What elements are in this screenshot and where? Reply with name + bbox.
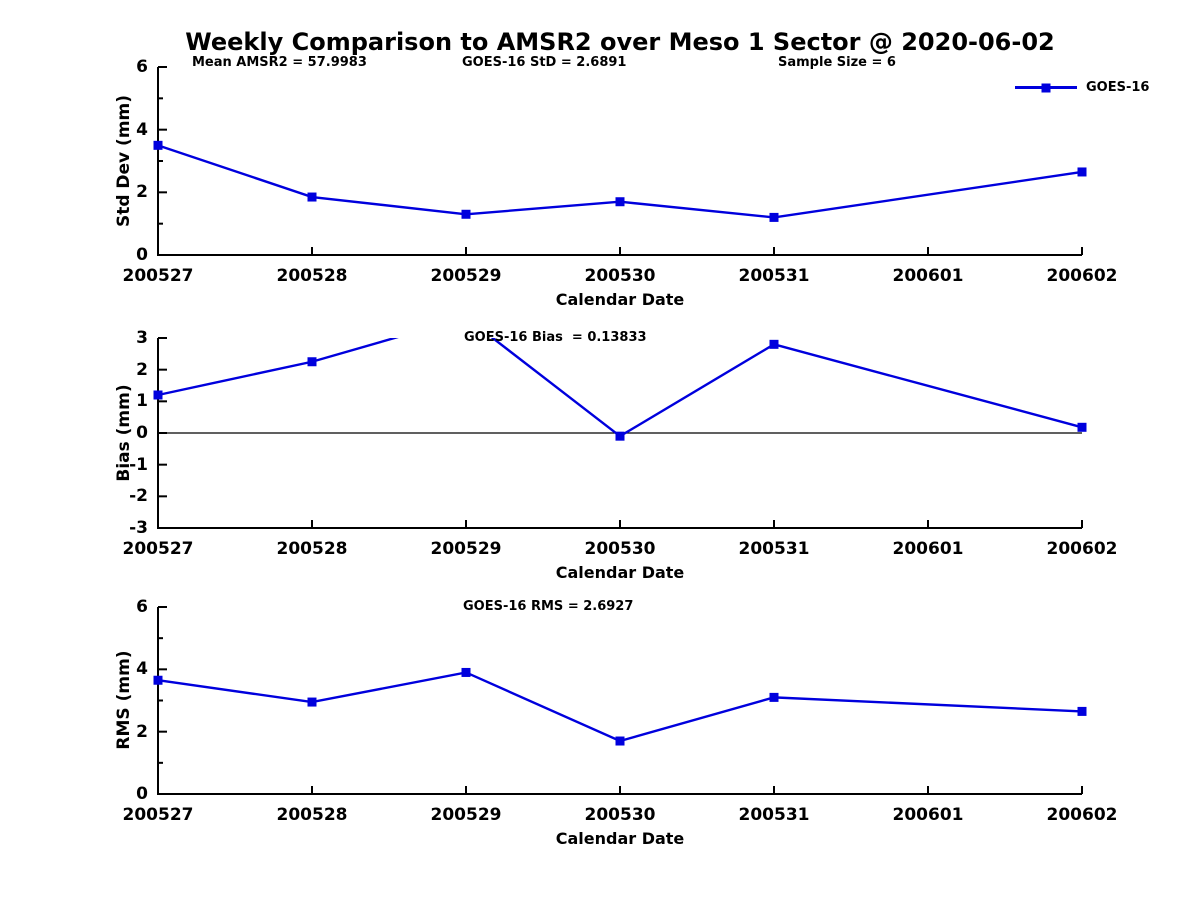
- y-tick-label: 2: [136, 182, 148, 203]
- data-point-marker: [769, 692, 779, 702]
- data-point-marker: [153, 140, 163, 150]
- series-GOES-16: [153, 313, 1087, 441]
- x-tick-label: 200528: [276, 266, 348, 286]
- y-tick-label: 2: [136, 359, 148, 380]
- series-line: [157, 338, 1083, 438]
- x-axis-label-calendar-date-2: Calendar Date: [555, 563, 685, 582]
- x-tick-label: 200529: [430, 805, 502, 825]
- y-tick-label: 2: [136, 721, 148, 742]
- y-tick-label: 0: [136, 423, 148, 443]
- x-tick-label: 200602: [1046, 805, 1118, 825]
- y-tick-label: 4: [136, 659, 148, 680]
- data-point-marker: [461, 209, 471, 219]
- x-tick-label: 200531: [738, 539, 810, 559]
- x-tick-label: 200530: [584, 539, 656, 559]
- y-tick-label: 4: [136, 119, 148, 140]
- annotation-sample-size: Sample Size = 6: [778, 55, 896, 70]
- data-point-marker: [769, 339, 779, 349]
- legend: GOES-16: [1015, 80, 1149, 95]
- y-tick-label: 6: [136, 57, 148, 77]
- x-tick-label: 200601: [892, 266, 964, 286]
- chart-rms: [153, 606, 1087, 795]
- y-tick-label: 3: [136, 328, 148, 348]
- legend-label: GOES-16: [1086, 80, 1150, 95]
- legend-line-sample: [1015, 83, 1077, 92]
- data-point-marker: [615, 736, 625, 746]
- y-tick-label: 0: [136, 784, 148, 804]
- legend-square-marker-icon: [1041, 83, 1051, 92]
- y-tick-label: 1: [136, 391, 148, 412]
- page-title: Weekly Comparison to AMSR2 over Meso 1 S…: [185, 28, 1055, 56]
- annotation-goes16-bias: GOES-16 Bias = 0.13833: [464, 330, 647, 345]
- data-point-marker: [1077, 706, 1087, 716]
- series-line: [157, 144, 1083, 219]
- data-point-marker: [307, 192, 317, 202]
- data-point-marker: [462, 313, 471, 322]
- annotation-goes16-std: GOES-16 StD = 2.6891: [462, 55, 627, 70]
- data-point-marker: [769, 212, 779, 222]
- y-tick-label: -3: [129, 518, 148, 538]
- annotation-mean-amsr2: Mean AMSR2 = 57.9983: [192, 55, 367, 70]
- x-tick-label: 200531: [738, 266, 810, 286]
- x-tick-label: 200527: [122, 805, 194, 825]
- y-tick-label: -1: [129, 454, 148, 475]
- x-tick-label: 200529: [430, 266, 502, 286]
- x-tick-label: 200601: [892, 539, 964, 559]
- x-tick-label: 200528: [276, 539, 348, 559]
- data-point-marker: [307, 697, 317, 707]
- y-tick-label: 6: [136, 597, 148, 617]
- data-point-marker: [615, 431, 625, 441]
- axes-frame: [157, 67, 1082, 256]
- x-axis-label-calendar-date-3: Calendar Date: [555, 829, 685, 848]
- x-tick-label: 200602: [1046, 539, 1118, 559]
- x-tick-label: 200528: [276, 805, 348, 825]
- x-tick-label: 200527: [122, 539, 194, 559]
- data-point-marker: [615, 197, 625, 207]
- y-axis-label-std-dev: Std Dev (mm): [114, 94, 134, 228]
- chart-bias: [153, 313, 1087, 529]
- data-point-marker: [461, 667, 471, 677]
- data-point-marker: [153, 390, 163, 400]
- data-point-marker: [1077, 167, 1087, 177]
- series-line: [157, 671, 1083, 743]
- x-tick-label: 200601: [892, 805, 964, 825]
- x-tick-label: 200530: [584, 266, 656, 286]
- data-point-marker: [153, 675, 163, 685]
- data-point-marker: [1077, 422, 1087, 432]
- annotation-goes16-rms: GOES-16 RMS = 2.6927: [463, 599, 634, 614]
- data-point-marker: [307, 357, 317, 367]
- x-tick-label: 200527: [122, 266, 194, 286]
- chart-std-dev: [153, 66, 1087, 256]
- y-tick-label: -2: [129, 486, 148, 507]
- x-tick-label: 200531: [738, 805, 810, 825]
- y-tick-label: 0: [136, 245, 148, 265]
- x-axis-label-calendar-date-1: Calendar Date: [555, 290, 685, 309]
- series-GOES-16: [153, 667, 1087, 746]
- x-tick-label: 200602: [1046, 266, 1118, 286]
- x-tick-label: 200530: [584, 805, 656, 825]
- series-GOES-16: [153, 140, 1087, 222]
- x-tick-label: 200529: [430, 539, 502, 559]
